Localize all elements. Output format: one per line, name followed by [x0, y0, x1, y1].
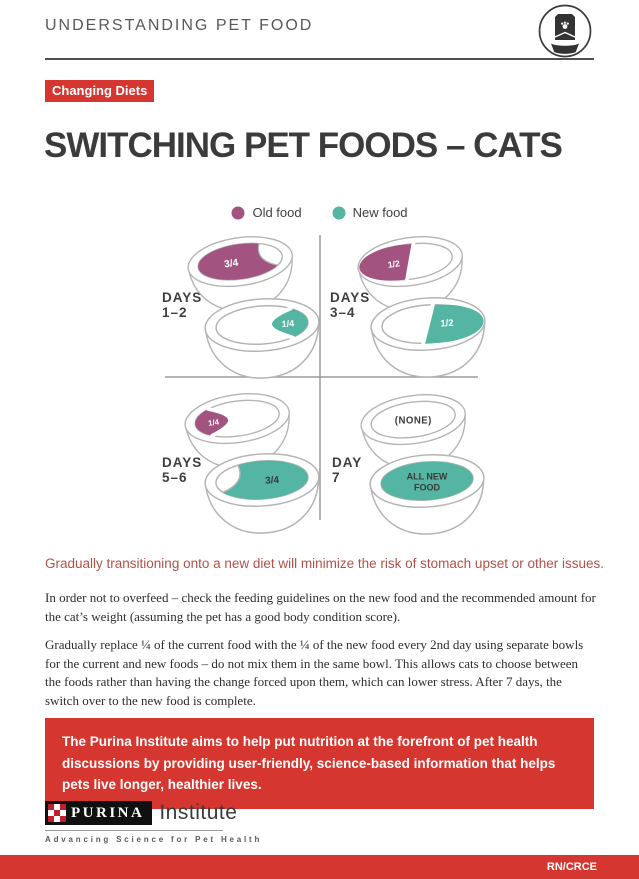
- purina-institute-info-box: The Purina Institute aims to help put nu…: [45, 718, 594, 809]
- legend: Old food New food: [0, 205, 639, 220]
- header-divider: [45, 58, 594, 60]
- svg-text:1/2: 1/2: [387, 258, 401, 270]
- day-range: 1–2: [162, 305, 188, 320]
- bowl-new-food-q2: 1/2: [368, 293, 490, 382]
- footer-bar: RN/CRCE: [0, 855, 639, 879]
- institute-text: Institute: [159, 801, 238, 824]
- new-food-dot-icon: [332, 206, 346, 219]
- bowl-old-food-q2: 1/2: [354, 229, 470, 318]
- svg-text:1/4: 1/4: [281, 318, 294, 329]
- day-label: DAYS: [162, 455, 202, 470]
- page-title: SWITCHING PET FOODS – CATS: [44, 126, 563, 165]
- legend-label: Old food: [252, 205, 302, 220]
- legend-item-new-food: New food: [332, 205, 408, 220]
- bowl-old-food-q4: (NONE): [357, 387, 473, 476]
- legend-item-old-food: Old food: [231, 205, 302, 220]
- paragraph-feeding-guidelines: In order not to overfeed – check the fee…: [45, 590, 596, 624]
- paragraph-gradual-replacement: Gradually replace ¼ of the current food …: [45, 636, 584, 709]
- pet-food-bag-bowl-icon: [538, 4, 592, 58]
- svg-text:3/4: 3/4: [265, 475, 280, 487]
- footer-code: RN/CRCE: [546, 861, 597, 873]
- day-label: DAYS: [330, 290, 370, 305]
- bowl-old-food-q1: 3/4: [184, 229, 300, 318]
- day-label: DAYS: [162, 290, 202, 305]
- purina-wordmark: PURINA: [45, 801, 153, 825]
- svg-text:3/4: 3/4: [224, 258, 240, 271]
- bowl-old-food-q3: 1/4: [181, 386, 297, 475]
- purina-checkerboard-icon: [48, 804, 66, 822]
- topic-badge: Changing Diets: [45, 80, 155, 102]
- purina-brand-text: PURINA: [71, 804, 145, 821]
- logo-divider: [45, 830, 223, 831]
- document-header-title: UNDERSTANDING PET FOOD: [45, 17, 314, 34]
- intro-sentence: Gradually transitioning onto a new diet …: [45, 556, 605, 571]
- transition-schedule-diagram: DAYS 1–2 3/4 1/4 DAYS 3–4 1/2 1/2: [162, 229, 490, 537]
- day-range: 3–4: [330, 305, 356, 320]
- day-range: 7: [332, 470, 341, 485]
- svg-text:FOOD: FOOD: [414, 483, 440, 493]
- purina-institute-logo: PURINA Institute Advancing Science for P…: [45, 801, 262, 844]
- logo-tagline: Advancing Science for Pet Health: [45, 835, 263, 844]
- svg-text:ALL NEW: ALL NEW: [407, 472, 448, 482]
- svg-text:1/4: 1/4: [208, 417, 221, 428]
- old-food-dot-icon: [231, 206, 245, 219]
- bowl-new-food-q3: 3/4: [202, 449, 324, 537]
- svg-text:(NONE): (NONE): [395, 415, 432, 426]
- day-label: DAY: [332, 455, 362, 470]
- bowl-new-food-q1: 1/4: [202, 294, 324, 383]
- bowl-new-food-q4: ALL NEW FOOD: [367, 450, 489, 537]
- day-range: 5–6: [162, 470, 188, 485]
- legend-label: New food: [352, 205, 408, 220]
- svg-text:1/2: 1/2: [440, 318, 454, 330]
